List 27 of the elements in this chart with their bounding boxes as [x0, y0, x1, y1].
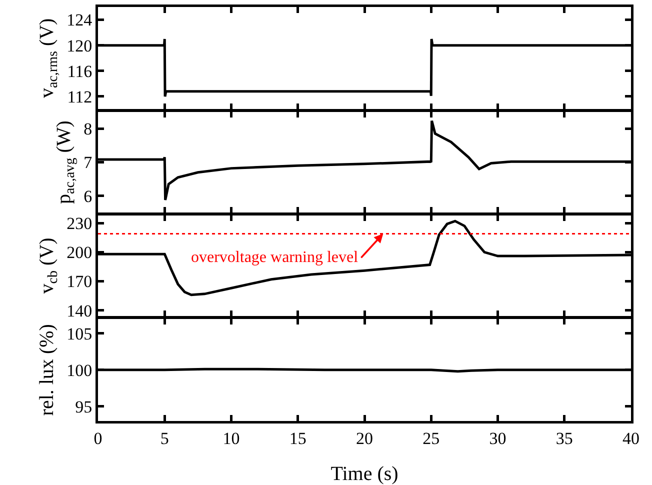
y-tick-label: 124 — [66, 10, 93, 30]
x-tick-label: 5 — [160, 428, 169, 448]
y-tick-label: 7 — [84, 153, 93, 172]
x-tick-label: 30 — [489, 428, 506, 448]
y-tick-label: 120 — [66, 36, 92, 56]
y-tick-label: 140 — [66, 301, 92, 320]
x-tick-label: 15 — [289, 428, 306, 448]
y-tick-label: 200 — [66, 243, 92, 262]
ref-line-label: overvoltage warning level — [191, 249, 359, 266]
x-tick-label: 40 — [622, 428, 640, 448]
y-tick-label: 95 — [75, 397, 92, 416]
y-tick-label: 105 — [66, 324, 92, 344]
x-axis-title: Time (s) — [330, 463, 398, 485]
y-tick-label: 8 — [84, 120, 92, 139]
line-series — [98, 120, 631, 202]
y-tick-label: 116 — [67, 62, 92, 81]
y-tick-label: 170 — [66, 272, 92, 292]
y-tick-label: 112 — [67, 87, 92, 106]
y-tick-label: 6 — [84, 186, 92, 206]
x-tick-label: 20 — [356, 428, 373, 448]
y-tick-label: 230 — [66, 214, 92, 233]
x-tick-label: 25 — [422, 428, 440, 448]
y-tick-label: 100 — [66, 360, 92, 380]
y-axis-title: rel. lux (%) — [36, 324, 58, 416]
x-tick-label: 0 — [94, 428, 102, 448]
x-tick-label: 35 — [556, 428, 573, 448]
x-tick-label: 10 — [222, 428, 240, 448]
